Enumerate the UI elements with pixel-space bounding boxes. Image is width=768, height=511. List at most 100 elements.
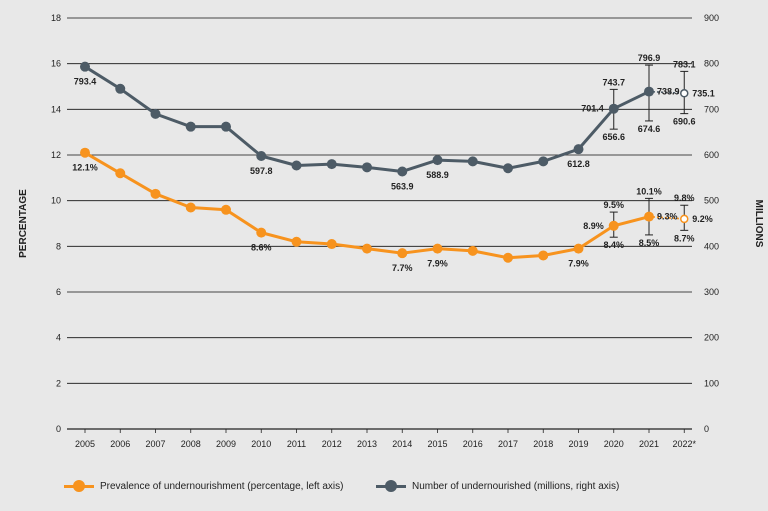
data-label: 674.6 <box>638 124 661 134</box>
x-tick-label: 2010 <box>251 439 271 449</box>
x-tick-label: 2006 <box>110 439 130 449</box>
data-point-prevalence <box>256 227 267 238</box>
data-label: 597.8 <box>250 166 273 176</box>
data-label: 7.9% <box>568 259 589 269</box>
data-label: 7.9% <box>427 259 448 269</box>
data-point-number <box>115 83 126 94</box>
y-right-tick-label: 200 <box>704 333 719 343</box>
data-label: 612.8 <box>567 159 590 169</box>
data-point-number <box>680 89 689 98</box>
x-tick-label: 2009 <box>216 439 236 449</box>
legend-label-prevalence: Prevalence of undernourishment (percenta… <box>100 480 344 492</box>
data-label: 9.5% <box>603 200 624 210</box>
y-right-tick-label: 0 <box>704 424 709 434</box>
data-point-prevalence <box>503 252 513 263</box>
x-tick-label: 2015 <box>427 439 447 449</box>
y-right-tick-label: 800 <box>704 59 719 69</box>
data-point-number <box>397 166 408 177</box>
legend-swatch-number <box>376 480 406 492</box>
y-right-axis-title: MILLIONS <box>753 200 764 248</box>
x-tick-label: 2022* <box>672 439 696 449</box>
y-left-tick-label: 12 <box>51 150 61 160</box>
data-label: 588.9 <box>426 170 449 180</box>
x-tick-label: 2005 <box>75 439 95 449</box>
y-left-axis-title: PERCENTAGE <box>18 189 29 258</box>
data-point-number <box>291 160 302 171</box>
y-left-tick-label: 2 <box>56 378 61 388</box>
series-projection-number <box>648 90 685 95</box>
series-projection-prevalence <box>648 215 685 220</box>
y-left-tick-label: 8 <box>56 241 61 251</box>
data-point-number <box>221 121 231 132</box>
data-label: 8.9% <box>583 221 604 231</box>
data-point-prevalence <box>644 211 654 222</box>
data-label: 8.6% <box>251 243 272 253</box>
data-point-number <box>362 162 372 173</box>
data-point-prevalence <box>150 188 161 199</box>
data-point-number <box>80 61 90 72</box>
chart: 0 2 4 6 8 10 12 14 16 18 0 100 200 300 400 500 600 700 800… <box>18 13 764 449</box>
y-right-tick-label: 300 <box>704 287 719 297</box>
data-point-prevalence <box>80 147 90 158</box>
data-point-prevalence <box>397 248 408 259</box>
data-label: 10.1% <box>636 186 662 196</box>
data-label: 563.9 <box>391 181 414 191</box>
x-tick-label: 2020 <box>604 439 624 449</box>
x-tick-label: 2019 <box>568 439 588 449</box>
data-point-number <box>432 155 443 166</box>
data-point-prevalence <box>362 243 372 254</box>
data-label: 7.7% <box>392 263 413 273</box>
data-point-prevalence <box>573 243 584 254</box>
y-right-tick-label: 500 <box>704 196 719 206</box>
y-right-tick-label: 700 <box>704 104 719 114</box>
data-point-number <box>608 103 619 114</box>
x-tick-label: 2013 <box>357 439 377 449</box>
x-tick-label: 2012 <box>322 439 342 449</box>
legend-swatch-prevalence <box>64 480 94 492</box>
data-point-prevalence <box>185 202 196 213</box>
data-point-number <box>573 144 584 155</box>
data-point-prevalence <box>432 243 443 254</box>
legend-label-number: Number of undernourished (millions, righ… <box>412 480 620 492</box>
y-left-tick-label: 18 <box>51 13 61 23</box>
data-point-prevalence <box>538 250 549 261</box>
data-point-prevalence <box>467 245 478 256</box>
data-label: 12.1% <box>72 163 98 173</box>
data-point-prevalence <box>291 236 302 247</box>
data-point-number <box>467 156 478 167</box>
data-label: 656.6 <box>602 132 625 142</box>
data-label: 738.9 <box>657 87 680 97</box>
data-label: 9.2% <box>692 214 713 224</box>
y-right-tick-label: 400 <box>704 241 719 251</box>
x-tick-label: 2017 <box>498 439 518 449</box>
data-point-prevalence <box>115 168 126 179</box>
y-right-tick-label: 100 <box>704 378 719 388</box>
data-label: 9.8% <box>674 193 695 203</box>
data-label: 783.1 <box>673 59 696 69</box>
data-point-prevalence <box>221 204 231 215</box>
x-tick-label: 2018 <box>533 439 553 449</box>
legend-item-number: Number of undernourished (millions, righ… <box>376 480 619 492</box>
y-left-tick-label: 10 <box>51 196 61 206</box>
data-label: 796.9 <box>638 53 661 63</box>
data-point-prevalence <box>326 239 337 250</box>
y-right-tick-label: 900 <box>704 13 719 23</box>
data-label: 735.1 <box>692 88 715 98</box>
data-point-number <box>185 121 196 132</box>
data-point-number <box>256 151 267 162</box>
data-point-number <box>150 108 161 119</box>
data-label: 701.4 <box>581 104 604 114</box>
series <box>80 61 689 263</box>
y-right-tick-label: 600 <box>704 150 719 160</box>
data-label: 8.7% <box>674 233 695 243</box>
data-point-prevalence <box>680 214 689 224</box>
series-line-number <box>84 65 650 173</box>
x-tick-label: 2016 <box>463 439 483 449</box>
data-label: 9.3% <box>657 212 678 222</box>
data-point-number <box>326 159 337 170</box>
x-tick-label: 2011 <box>287 439 306 449</box>
x-tick-label: 2014 <box>392 439 412 449</box>
x-tick-label: 2008 <box>181 439 201 449</box>
x-tick-label: 2007 <box>145 439 165 449</box>
data-point-prevalence <box>608 220 619 231</box>
